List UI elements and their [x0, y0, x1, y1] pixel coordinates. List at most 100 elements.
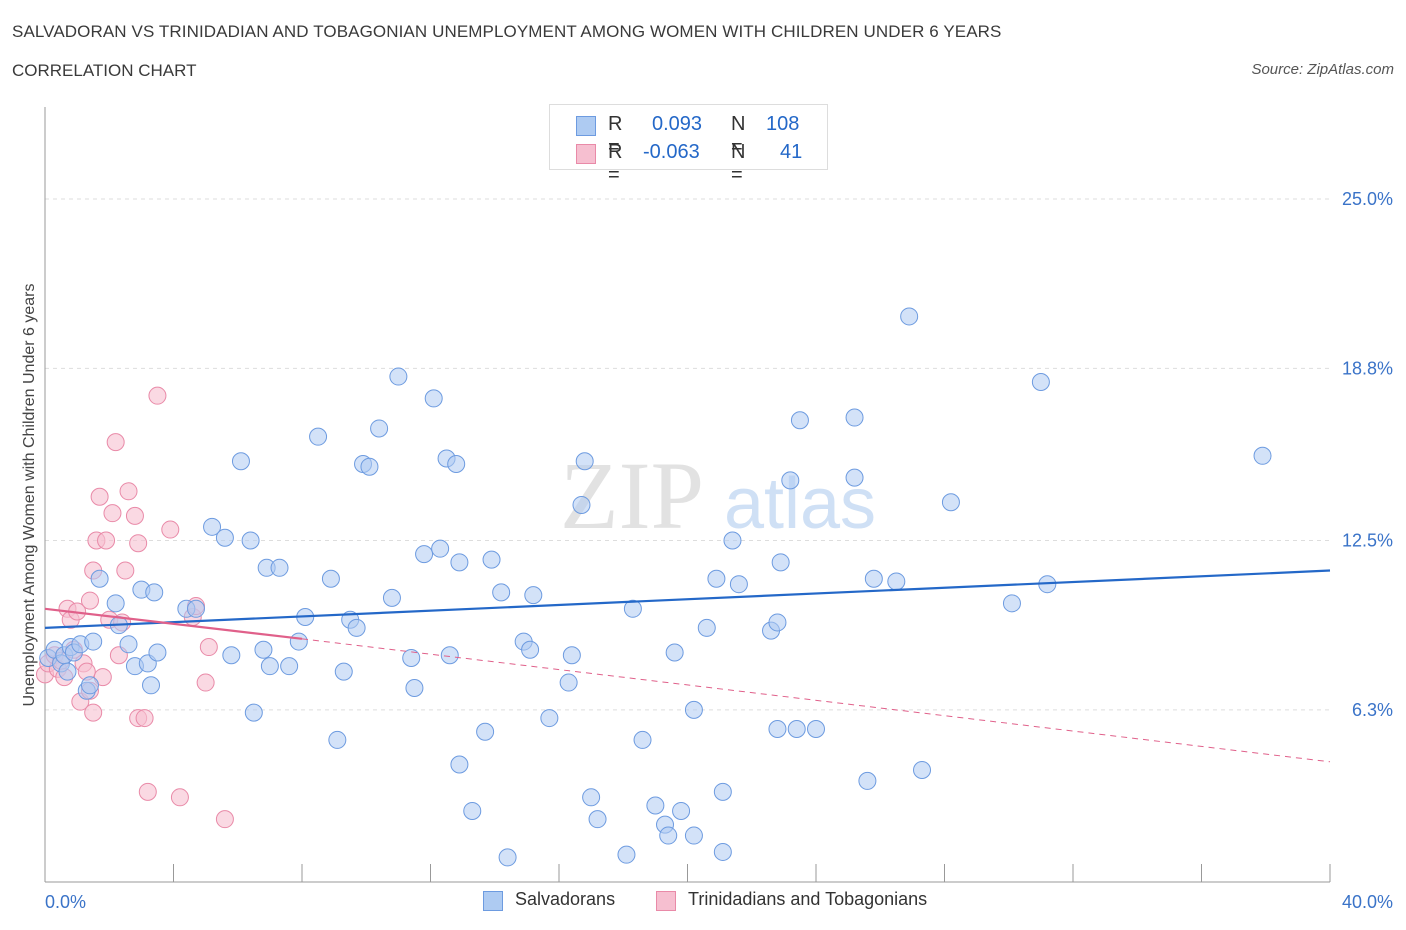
- salvadoran-point: [572, 495, 591, 514]
- legend-n-value: 41: [780, 141, 803, 163]
- trinidadian-point: [103, 504, 122, 523]
- salvadoran-point: [492, 583, 511, 602]
- x-tick-label-max: 40.0%: [1342, 892, 1393, 912]
- salvadoran-point: [659, 826, 678, 845]
- trinidadian-point: [135, 709, 154, 728]
- salvadoran-point: [887, 572, 906, 591]
- salvadoran-point: [575, 452, 594, 471]
- trinidadian-point: [129, 534, 148, 553]
- salvadoran-point: [864, 569, 883, 588]
- legend-r-label: R =: [608, 141, 623, 186]
- salvadoran-point: [845, 408, 864, 427]
- legend-swatch-pink: [576, 144, 596, 164]
- salvadoran-point: [450, 553, 469, 572]
- salvadoran-point: [646, 796, 665, 815]
- salvadoran-point: [142, 676, 161, 695]
- salvadoran-point: [900, 307, 919, 326]
- salvadoran-point: [713, 782, 732, 801]
- salvadoran-point: [215, 528, 234, 547]
- salvadoran-point: [222, 646, 241, 665]
- salvadoran-point: [450, 755, 469, 774]
- salvadoran-point: [370, 419, 389, 438]
- source-credit: Source: ZipAtlas.com: [1251, 61, 1394, 78]
- salvadoran-point: [845, 468, 864, 487]
- y-tick-label: 6.3%: [1352, 700, 1393, 720]
- salvadoran-point: [241, 531, 260, 550]
- salvadoran-point: [913, 760, 932, 779]
- salvadoran-point: [382, 588, 401, 607]
- trinidadian-point: [97, 531, 116, 550]
- salvadoran-point: [90, 569, 109, 588]
- salvadoran-point: [415, 545, 434, 564]
- trinidadian-point: [93, 668, 112, 687]
- trinidadian-point: [125, 506, 144, 525]
- salvadoran-point: [186, 599, 205, 618]
- salvadoran-point: [582, 788, 601, 807]
- salvadoran-point: [119, 635, 138, 654]
- salvadoran-point: [521, 640, 540, 659]
- watermark: ZIP atlas: [560, 442, 876, 549]
- bottom-legend-swatch-pink: [656, 891, 676, 911]
- salvadoran-point: [145, 583, 164, 602]
- salvadoran-point: [665, 643, 684, 662]
- salvadoran-point: [405, 679, 424, 698]
- salvadoran-trend-line: [44, 569, 1331, 630]
- salvadoran-point: [723, 531, 742, 550]
- trinidadian-point: [161, 520, 180, 539]
- salvadoran-point: [707, 569, 726, 588]
- salvadoran-point: [697, 618, 716, 637]
- salvadoran-point: [347, 618, 366, 637]
- salvadoran-points: [39, 307, 1272, 867]
- salvadoran-point: [280, 657, 299, 676]
- salvadoran-point: [402, 648, 421, 667]
- trinidadian-point: [138, 782, 157, 801]
- salvadoran-point: [254, 640, 273, 659]
- trinidadian-trend-extension: [301, 638, 1331, 763]
- trinidadian-point: [215, 810, 234, 829]
- salvadoran-point: [562, 646, 581, 665]
- salvadoran-point: [106, 594, 125, 613]
- trinidadian-point: [119, 482, 138, 501]
- salvadoran-point: [787, 720, 806, 738]
- salvadoran-point: [1031, 373, 1050, 392]
- salvadoran-point: [768, 613, 787, 632]
- trend-lines: [44, 569, 1331, 763]
- salvadoran-point: [482, 550, 501, 569]
- x-tick-label-min: 0.0%: [45, 892, 86, 912]
- salvadoran-point: [559, 673, 578, 692]
- salvadoran-point: [1002, 594, 1021, 613]
- legend-swatch-blue: [576, 116, 596, 136]
- salvadoran-point: [328, 730, 347, 749]
- salvadoran-point: [334, 662, 353, 681]
- salvadoran-point: [729, 575, 748, 594]
- salvadoran-point: [781, 471, 800, 490]
- salvadoran-point: [440, 646, 459, 665]
- salvadoran-point: [941, 493, 960, 512]
- legend-n-label: N =: [731, 113, 746, 158]
- salvadoran-point: [463, 801, 482, 820]
- salvadoran-point: [524, 586, 543, 605]
- axes: [44, 107, 1331, 883]
- correlation-legend: R = 0.093 N = 108 R = -0.063 N = 41: [549, 104, 828, 186]
- legend-r-label: R =: [608, 113, 623, 158]
- salvadoran-point: [58, 662, 77, 681]
- y-tick-labels: 6.3% 12.5% 18.8% 25.0%: [1342, 189, 1393, 720]
- salvadoran-point: [203, 517, 222, 536]
- salvadoran-point: [1253, 446, 1272, 465]
- trinidadian-point: [84, 703, 103, 722]
- salvadoran-point: [588, 810, 607, 829]
- trinidadian-point: [90, 487, 109, 506]
- legend-r-value: 0.093: [652, 113, 703, 135]
- salvadoran-point: [289, 632, 308, 651]
- salvadoran-point: [321, 569, 340, 588]
- salvadoran-point: [790, 411, 809, 430]
- legend-n-label: N =: [731, 141, 746, 186]
- trinidadian-point: [116, 561, 135, 580]
- salvadoran-point: [858, 771, 877, 790]
- salvadoran-point: [309, 427, 328, 446]
- salvadoran-point: [260, 657, 279, 676]
- salvadoran-point: [540, 709, 559, 728]
- salvadoran-point: [360, 457, 379, 476]
- salvadoran-point: [476, 722, 495, 741]
